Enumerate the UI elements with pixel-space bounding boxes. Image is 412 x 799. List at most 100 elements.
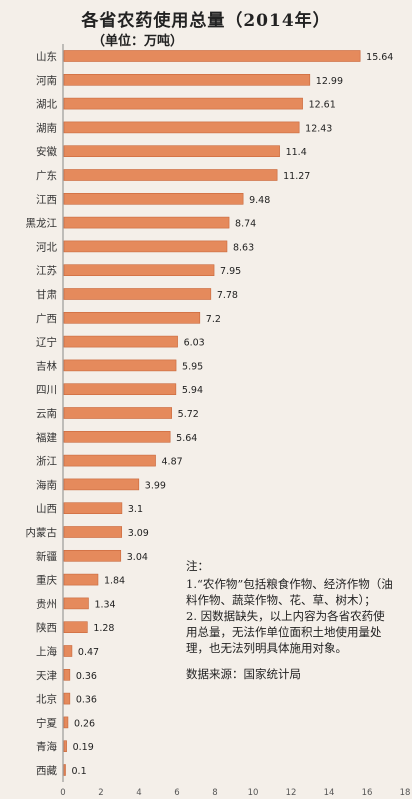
chart-title: 各省农药使用总量（2014年） xyxy=(81,11,331,31)
data-label: 3.09 xyxy=(128,528,149,539)
category-label: 辽宁 xyxy=(36,336,57,349)
x-tick-label: 16 xyxy=(362,788,373,798)
bar xyxy=(63,288,212,300)
data-label: 5.72 xyxy=(178,409,199,420)
bar xyxy=(63,502,123,515)
bar xyxy=(63,97,303,110)
bar xyxy=(63,407,172,419)
data-label: 0.36 xyxy=(76,671,97,682)
category-label: 山西 xyxy=(36,503,57,515)
x-tick-label: 2 xyxy=(98,788,103,798)
category-label: 江苏 xyxy=(36,264,57,277)
bar xyxy=(63,740,67,753)
data-label: 1.34 xyxy=(94,599,115,610)
category-label: 北京 xyxy=(36,693,57,706)
notes-item-1: 1.“农作物”包括粮食作物、经济作物（油料作物、蔬菜作物、花、草、树木）； xyxy=(186,577,393,607)
bar xyxy=(63,526,123,538)
bar xyxy=(63,597,89,610)
bar xyxy=(63,193,244,205)
x-tick-label: 4 xyxy=(136,788,141,798)
data-label: 12.43 xyxy=(305,123,332,134)
category-label: 福建 xyxy=(36,431,57,444)
x-tick-label: 18 xyxy=(400,788,411,798)
notes-item-2: 2. 因数据缺失，以上内容为各省农药使用总量，无法作单位面积土地使用量处理，也无… xyxy=(186,609,385,655)
data-label: 5.94 xyxy=(182,385,203,396)
category-label: 上海 xyxy=(36,645,57,658)
category-label: 新疆 xyxy=(36,550,57,563)
data-label: 4.87 xyxy=(162,457,183,468)
category-label: 重庆 xyxy=(36,574,57,587)
bar xyxy=(63,764,66,776)
data-label: 8.74 xyxy=(235,219,256,230)
bar xyxy=(63,621,88,634)
data-label: 8.63 xyxy=(233,242,254,253)
bar xyxy=(63,145,280,157)
bar xyxy=(63,50,361,62)
data-label: 3.04 xyxy=(127,552,148,563)
bar xyxy=(63,169,278,181)
category-label: 河南 xyxy=(36,74,57,87)
bar xyxy=(63,240,228,253)
data-label: 0.19 xyxy=(73,742,94,753)
category-label: 四川 xyxy=(36,384,57,396)
chart-subtitle: （单位：万吨） xyxy=(92,34,184,49)
data-label: 0.47 xyxy=(78,647,99,658)
category-label: 河北 xyxy=(36,241,57,253)
data-label: 11.4 xyxy=(286,147,307,158)
bar xyxy=(63,264,215,277)
category-label: 青海 xyxy=(36,740,57,753)
x-tick-label: 14 xyxy=(324,788,335,798)
bar xyxy=(63,645,73,657)
data-label: 12.61 xyxy=(309,100,336,111)
category-label: 内蒙古 xyxy=(26,526,58,539)
bar xyxy=(63,430,171,443)
data-label: 0.1 xyxy=(72,766,87,777)
data-label: 15.64 xyxy=(366,52,393,63)
category-label: 贵州 xyxy=(36,597,57,610)
data-label: 5.64 xyxy=(176,433,197,444)
data-label: 12.99 xyxy=(316,76,343,87)
bar xyxy=(63,716,69,729)
category-label: 广东 xyxy=(36,169,57,182)
bar xyxy=(63,335,178,348)
category-label: 山东 xyxy=(36,50,57,63)
bar xyxy=(63,121,300,134)
bar xyxy=(63,216,230,229)
data-label: 3.1 xyxy=(128,504,143,515)
category-label: 陕西 xyxy=(36,621,57,634)
category-label: 浙江 xyxy=(36,456,57,468)
notes-box: 注： 1.“农作物”包括粮食作物、经济作物（油料作物、蔬菜作物、花、草、树木）；… xyxy=(186,558,396,682)
x-tick-label: 12 xyxy=(286,788,297,798)
x-tick-label: 6 xyxy=(174,788,179,798)
category-label: 湖南 xyxy=(36,121,57,134)
bar xyxy=(63,668,71,681)
x-tick-label: 10 xyxy=(248,788,259,798)
bar xyxy=(63,478,140,491)
notes-heading: 注： xyxy=(186,559,209,573)
bar xyxy=(63,454,156,467)
category-label: 甘肃 xyxy=(36,288,57,301)
bar xyxy=(63,383,177,396)
category-label: 安徽 xyxy=(36,145,57,158)
category-label: 湖北 xyxy=(36,99,57,111)
category-label: 天津 xyxy=(36,670,57,682)
notes-source: 数据来源：国家统计局 xyxy=(186,667,301,681)
data-label: 7.2 xyxy=(206,314,221,325)
data-label: 1.28 xyxy=(93,623,114,634)
bar xyxy=(63,359,177,372)
category-label: 吉林 xyxy=(36,359,57,372)
data-label: 9.48 xyxy=(249,195,270,206)
category-label: 黑龙江 xyxy=(26,217,58,230)
x-tick-label: 0 xyxy=(60,788,65,798)
data-label: 7.78 xyxy=(217,290,238,301)
category-label: 西藏 xyxy=(36,765,57,777)
data-label: 5.95 xyxy=(182,361,203,372)
category-label: 广西 xyxy=(36,313,57,325)
data-label: 1.84 xyxy=(104,576,125,587)
category-label: 宁夏 xyxy=(36,716,57,729)
bar xyxy=(63,692,71,705)
data-label: 0.26 xyxy=(74,718,95,729)
x-tick-label: 8 xyxy=(212,788,217,798)
